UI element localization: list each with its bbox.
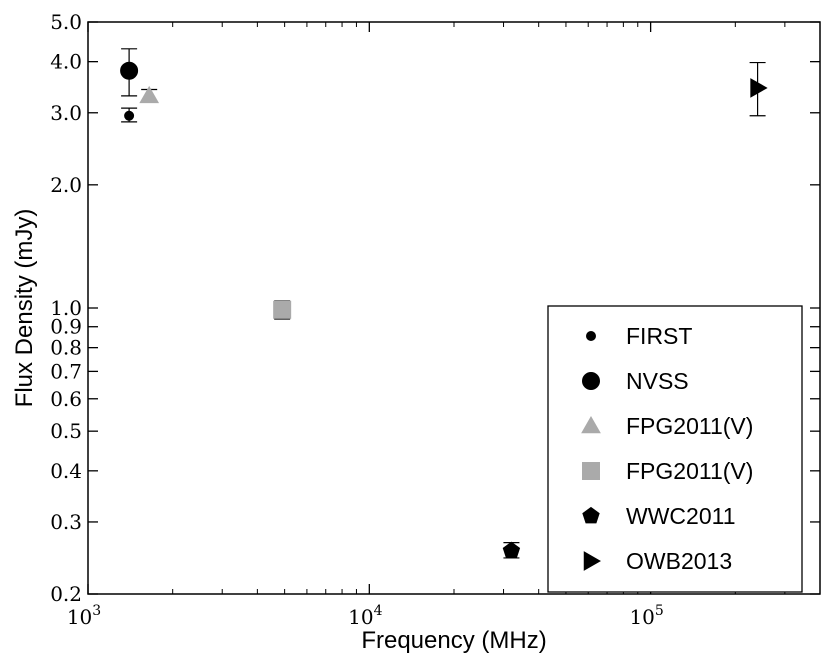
x-tick-label: 103 xyxy=(67,603,101,629)
legend-marker-pentagon xyxy=(582,506,600,524)
legend: FIRST NVSS FPG2011(V) FPG2011(V) WWC2011 OWB2… xyxy=(547,305,803,593)
legend-marker-triangle xyxy=(581,415,601,434)
legend-label: OWB2013 xyxy=(626,548,732,574)
y-tick-label: 0.5 xyxy=(50,419,82,443)
y-axis-label: Flux Density (mJy) xyxy=(11,209,38,408)
y-tick-label: 0.3 xyxy=(50,510,82,534)
legend-label: NVSS xyxy=(626,368,689,394)
y-tick-label: 2.0 xyxy=(50,173,82,197)
y-tick-label: 0.6 xyxy=(50,387,82,411)
data-point-pentagon xyxy=(502,541,521,559)
data-point-circle-small xyxy=(124,110,135,121)
y-tick-label: 0.2 xyxy=(50,582,82,606)
legend-marker-square xyxy=(582,462,600,480)
legend-frame xyxy=(547,305,803,593)
plot-frame xyxy=(87,21,821,595)
legend-marker-circle xyxy=(582,372,600,390)
x-tick-label: 105 xyxy=(629,603,663,629)
legend-label: WWC2011 xyxy=(626,503,736,529)
legend-label: FPG2011(V) xyxy=(626,458,753,484)
y-tick-label: 1.0 xyxy=(50,296,82,320)
data-point-triangle-right xyxy=(750,78,768,98)
legend-label: FPG2011(V) xyxy=(626,413,753,439)
y-tick-label: 4.0 xyxy=(50,50,82,74)
y-tick-label: 0.7 xyxy=(50,359,82,383)
x-axis-label: Frequency (MHz) xyxy=(361,627,546,654)
legend-label: FIRST xyxy=(626,323,692,349)
data-markers xyxy=(120,61,768,559)
legend-marker-circle-small xyxy=(586,331,596,341)
tick-labels: 103 104 105 0.2 0.3 0.4 0.5 0.6 0.70.80.91.0 2.0 3… xyxy=(50,10,664,629)
legend-marker-triangle-right xyxy=(583,551,602,571)
data-point-circle xyxy=(120,61,139,80)
y-tick-label: 5.0 xyxy=(50,10,82,34)
data-point-square xyxy=(273,300,292,319)
y-tick-label: 3.0 xyxy=(50,101,82,125)
data-point-triangle xyxy=(139,85,160,104)
y-tick-label: 0.9 xyxy=(50,315,82,339)
y-tick-label: 0.8 xyxy=(50,336,82,360)
x-tick-label: 104 xyxy=(348,603,382,629)
y-tick-label: 0.4 xyxy=(50,459,82,483)
